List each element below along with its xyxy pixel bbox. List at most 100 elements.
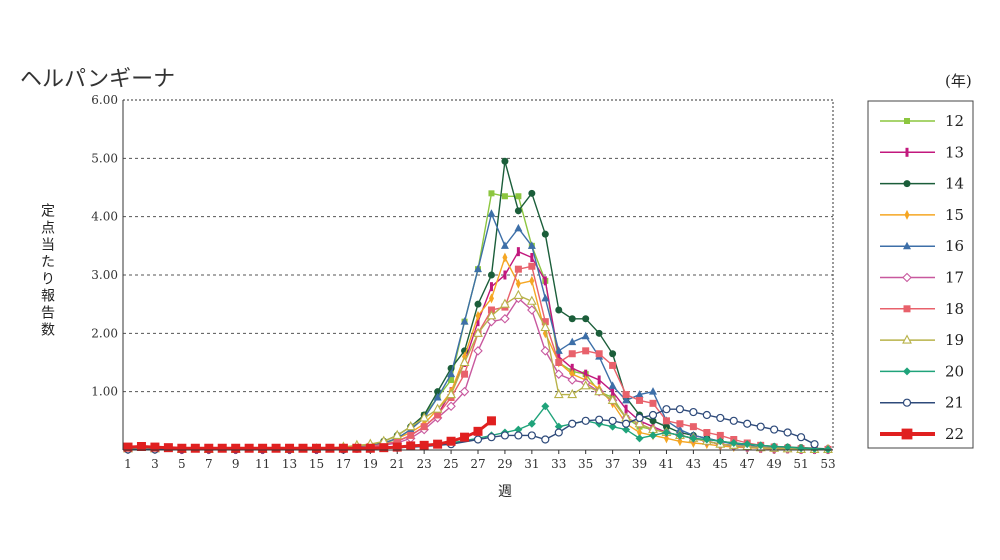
data-point [635,413,644,423]
data-point [903,180,911,188]
data-point [568,337,577,346]
x-tick-label: 7 [205,457,213,471]
data-point [554,428,563,437]
x-tick-label: 15 [309,457,324,471]
data-point [541,435,550,444]
data-point [460,317,469,325]
data-point [622,391,630,399]
legend-label: 18 [945,300,964,318]
data-point [609,350,617,358]
y-tick-label: 5.00 [91,151,118,165]
data-point [527,419,536,428]
data-point [352,443,362,453]
data-point [392,429,403,439]
data-point [448,377,455,383]
data-point [649,431,657,440]
data-point [689,423,697,431]
data-point [796,433,806,442]
data-point [729,416,738,425]
x-tick-label: 5 [178,457,186,471]
x-tick-label: 1 [124,457,132,471]
legend-label: 21 [945,394,964,412]
data-point [325,443,335,453]
x-tick-label: 43 [686,457,701,471]
data-point [460,432,470,442]
y-axis-label-char: 告 [41,306,55,322]
data-point [446,388,456,399]
legend-item-17: 17 [880,269,964,287]
x-tick-label: 45 [713,457,728,471]
data-point [407,431,415,439]
legend-item-19: 19 [880,331,964,349]
x-tick-label: 21 [390,457,405,471]
data-point [419,412,430,422]
y-axis-label-char: 定 [41,204,55,220]
data-point [611,387,615,397]
data-point [662,423,670,431]
data-point [570,363,574,373]
legend-item-21: 21 [880,394,964,412]
data-point [702,435,711,444]
y-axis-label-char: 報 [41,289,55,305]
data-point [675,405,685,414]
y-tick-label: 6.00 [91,93,118,107]
data-point [624,404,628,414]
data-point [689,434,698,443]
data-point [554,346,563,354]
data-point [177,443,187,453]
y-axis-label-char: 当 [41,238,55,254]
data-point [473,327,483,337]
x-tick-label: 27 [470,457,485,471]
data-point [541,293,550,302]
data-point [528,262,536,270]
data-point [433,439,443,449]
data-point [904,118,910,124]
x-tick-label: 17 [336,457,351,471]
legend-item-14: 14 [880,175,964,193]
data-point [675,431,684,440]
y-tick-label: 2.00 [91,326,118,340]
data-point [902,272,912,283]
data-point [580,380,591,390]
data-point [716,437,725,446]
data-point [824,445,832,454]
data-point [595,350,603,358]
data-point [516,247,520,257]
legend-label: 20 [945,362,964,380]
data-point [662,405,671,414]
data-point [662,428,671,437]
x-tick-label: 3 [151,457,159,471]
y-axis-label-char: た [41,255,55,271]
data-point [488,293,494,304]
data-point [607,394,618,404]
plot-area: 1.002.003.004.005.006.00 1 3 5 7 9 11 13 15 17 19… [91,93,835,471]
data-point [676,420,684,428]
data-point [514,207,522,215]
data-point [702,410,711,420]
data-point [459,356,470,367]
data-point [489,282,493,292]
legend: 12 13 14 15 16 17 18 19 20 21 22 [867,100,974,449]
x-axis-label: 週 [498,484,512,500]
data-point [716,431,724,439]
x-tick-label: 23 [417,457,432,471]
series-line [127,419,493,450]
data-point [474,264,482,273]
data-point [514,425,523,434]
data-point [473,346,483,356]
legend-item-12: 12 [880,112,964,130]
data-point [285,443,295,453]
data-point [904,209,910,220]
data-point [365,443,375,453]
data-point [634,418,645,428]
data-point [405,420,416,431]
data-point [756,422,765,431]
legend-item-16: 16 [880,237,964,255]
x-tick-label: 35 [578,457,593,471]
data-point [648,410,658,420]
legend-label: 13 [945,143,964,161]
data-point [608,416,617,425]
y-tick-label: 1.00 [91,385,118,399]
series-22 [123,416,496,453]
